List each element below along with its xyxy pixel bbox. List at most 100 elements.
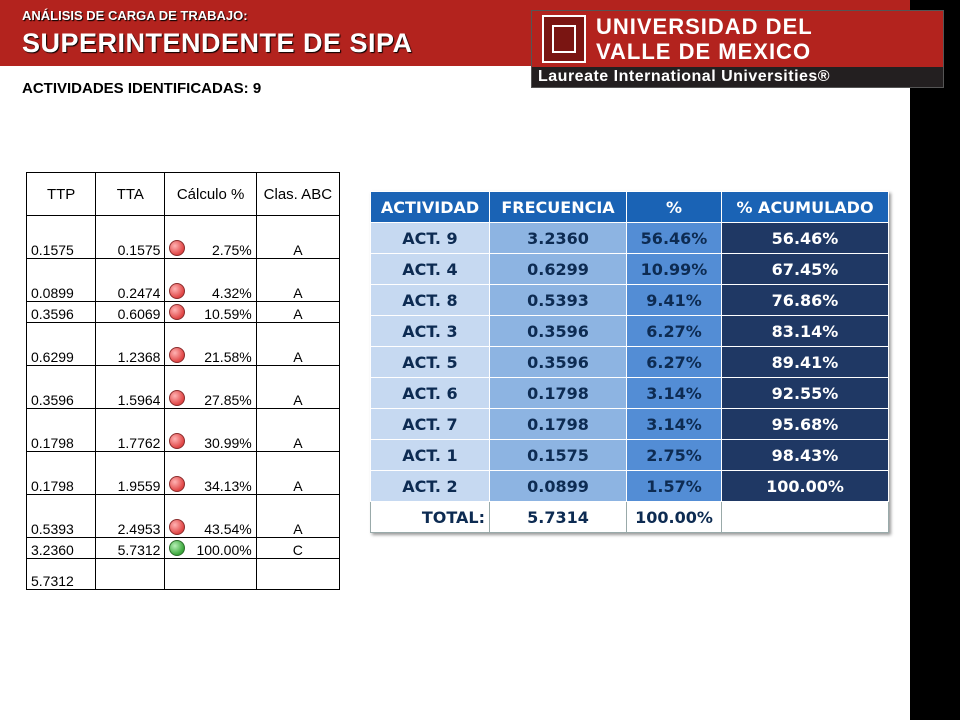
ttp-total-cell: 5.7312 [25,558,97,590]
logo-red-band: UNIVERSIDAD DEL VALLE DE MEXICO [532,11,943,67]
percent-cell: 3.14% [626,408,722,440]
red-status-dot-icon [169,283,186,299]
percent-cell: 3.14% [626,377,722,409]
empty-cell [164,558,257,590]
cumulative-cell: 100.00% [721,470,889,502]
calc-value: 34.13% [204,478,252,494]
table-row: 0.3596 0.6069 10.59% A [25,301,341,323]
total-percent-cell: 100.00% [626,501,722,533]
tta-cell: 1.9559 [95,451,166,495]
cumulative-cell: 83.14% [721,315,889,347]
calc-value: 100.00% [196,542,252,558]
empty-cell [721,501,889,533]
tta-cell: 0.1575 [95,215,166,259]
calc-cell: 10.59% [164,301,257,323]
frequency-cell: 3.2360 [489,222,627,254]
page-title: SUPERINTENDENTE DE SIPA [22,28,413,58]
activity-cell: ACT. 8 [370,284,490,316]
cumulative-cell: 92.55% [721,377,889,409]
right-black-bar [910,0,960,720]
class-cell: A [255,215,341,259]
logo-line-2: VALLE DE MEXICO [596,39,812,64]
tta-cell: 0.2474 [95,258,166,302]
calc-cell: 4.32% [164,258,257,302]
table-row: ACT. 8 0.5393 9.41% 76.86% [370,284,889,316]
red-status-dot-icon [169,519,186,535]
calc-value: 21.58% [204,349,252,365]
percent-cell: 10.99% [626,253,722,285]
cumulative-cell: 89.41% [721,346,889,378]
class-cell: A [255,301,341,323]
seal-icon [542,15,586,63]
activities-count-label: ACTIVIDADES IDENTIFICADAS: 9 [22,80,262,97]
column-header: % ACUMULADO [721,191,889,223]
tta-cell: 2.4953 [95,494,166,538]
calc-cell: 43.54% [164,494,257,538]
table-row: 0.3596 1.5964 27.85% A [25,365,341,409]
calc-value: 30.99% [204,435,252,451]
tta-cell: 5.7312 [95,537,166,559]
activity-frequency-table: ACTIVIDAD FRECUENCIA % % ACUMULADO ACT. … [370,191,889,533]
table-header-row: TTP TTA Cálculo % Clas. ABC [25,172,341,216]
ttp-cell: 0.1575 [25,215,97,259]
column-header: ACTIVIDAD [370,191,490,223]
ttp-cell: 0.0899 [25,258,97,302]
table-row: ACT. 3 0.3596 6.27% 83.14% [370,315,889,347]
activity-cell: ACT. 2 [370,470,490,502]
class-cell: A [255,365,341,409]
red-status-dot-icon [169,433,186,449]
abc-calculation-table: TTP TTA Cálculo % Clas. ABC 0.1575 0.157… [25,172,341,590]
calc-value: 27.85% [204,392,252,408]
ttp-cell: 0.3596 [25,301,97,323]
table-row: ACT. 6 0.1798 3.14% 92.55% [370,377,889,409]
table-row: ACT. 5 0.3596 6.27% 89.41% [370,346,889,378]
class-cell: A [255,258,341,302]
calc-cell: 30.99% [164,408,257,452]
cumulative-cell: 95.68% [721,408,889,440]
cumulative-cell: 67.45% [721,253,889,285]
column-header: FRECUENCIA [489,191,627,223]
table-row: ACT. 1 0.1575 2.75% 98.43% [370,439,889,471]
tta-cell: 1.2368 [95,322,166,366]
empty-cell [255,558,341,590]
activity-cell: ACT. 9 [370,222,490,254]
frequency-cell: 0.0899 [489,470,627,502]
column-header: % [626,191,722,223]
calc-cell: 34.13% [164,451,257,495]
calc-cell: 27.85% [164,365,257,409]
empty-cell [95,558,166,590]
frequency-cell: 0.5393 [489,284,627,316]
tta-cell: 0.6069 [95,301,166,323]
calc-value: 43.54% [204,521,252,537]
class-cell: A [255,408,341,452]
calc-cell: 100.00% [164,537,257,559]
red-status-dot-icon [169,476,186,492]
percent-cell: 1.57% [626,470,722,502]
ttp-cell: 0.1798 [25,408,97,452]
table-total-row: TOTAL: 5.7314 100.00% [370,501,889,533]
frequency-cell: 0.3596 [489,315,627,347]
ttp-cell: 0.3596 [25,365,97,409]
table-total-row: 5.7312 [25,558,341,590]
activity-cell: ACT. 5 [370,346,490,378]
table-row: 0.1575 0.1575 2.75% A [25,215,341,259]
percent-cell: 6.27% [626,346,722,378]
frequency-cell: 0.1575 [489,439,627,471]
calc-value: 2.75% [212,242,252,258]
ttp-cell: 0.6299 [25,322,97,366]
table-row: 0.1798 1.7762 30.99% A [25,408,341,452]
percent-cell: 6.27% [626,315,722,347]
ttp-cell: 0.5393 [25,494,97,538]
tta-cell: 1.7762 [95,408,166,452]
frequency-cell: 0.3596 [489,346,627,378]
red-status-dot-icon [169,347,186,363]
table-row: 0.0899 0.2474 4.32% A [25,258,341,302]
class-cell: A [255,322,341,366]
red-status-dot-icon [169,390,186,406]
cumulative-cell: 56.46% [721,222,889,254]
activity-cell: ACT. 6 [370,377,490,409]
frequency-cell: 0.1798 [489,408,627,440]
total-frequency-cell: 5.7314 [489,501,627,533]
table-row: 3.2360 5.7312 100.00% C [25,537,341,559]
percent-cell: 2.75% [626,439,722,471]
